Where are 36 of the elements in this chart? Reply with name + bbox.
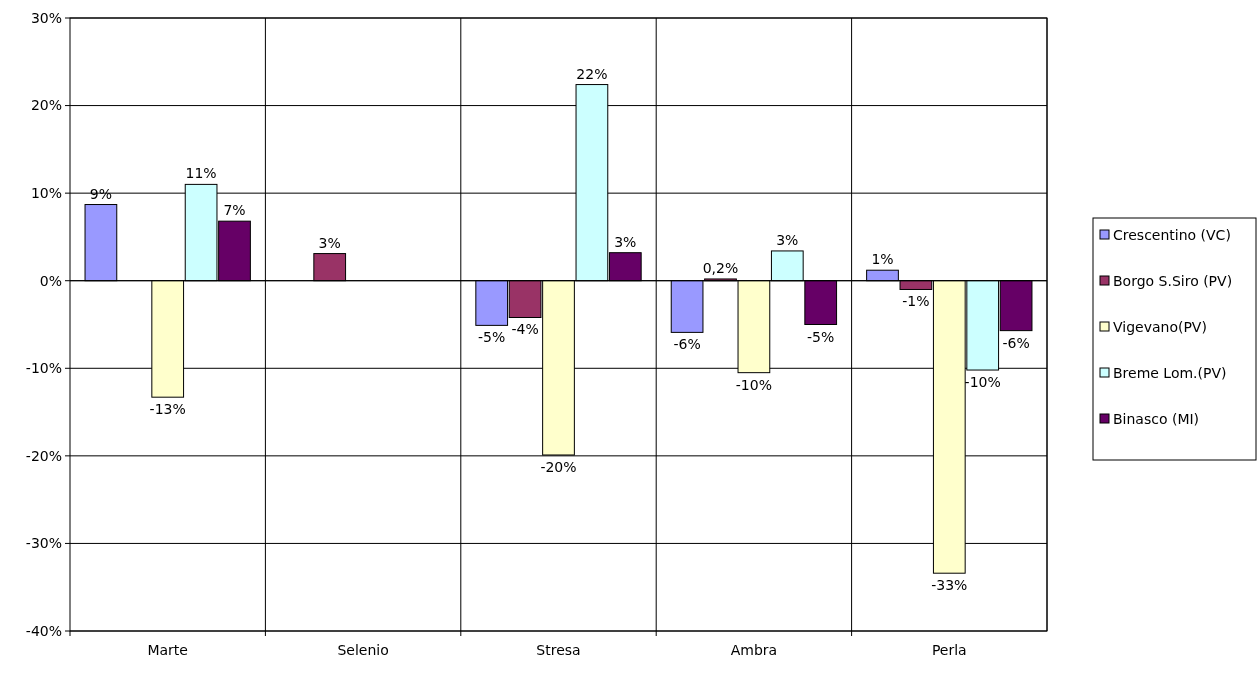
legend-label: Crescentino (VC): [1113, 226, 1231, 243]
legend-label: Binasco (MI): [1113, 410, 1200, 427]
data-label: 1%: [871, 251, 894, 268]
data-label: -6%: [673, 336, 701, 353]
y-tick-label: 20%: [30, 97, 62, 114]
y-tick-label: -20%: [25, 447, 62, 464]
y-tick-label: -30%: [25, 535, 62, 552]
y-tick-label: -40%: [25, 622, 62, 639]
data-label: 3%: [318, 234, 341, 251]
x-tick-label: Stresa: [536, 642, 581, 658]
data-label: 22%: [576, 65, 608, 82]
data-label: -5%: [478, 329, 506, 346]
data-label: 3%: [776, 231, 799, 248]
y-tick-label: -10%: [25, 360, 62, 377]
y-tick-label: 10%: [30, 185, 62, 202]
y-tick-label: 30%: [30, 9, 62, 26]
data-label: -20%: [540, 458, 577, 475]
x-tick-label: Perla: [931, 642, 967, 658]
data-label: -5%: [807, 328, 835, 345]
data-label: 3%: [614, 233, 637, 250]
data-label: -10%: [735, 376, 772, 393]
x-tick-label: Marte: [147, 642, 188, 658]
data-label: -6%: [1002, 334, 1030, 351]
y-tick-label: 0%: [39, 272, 62, 289]
x-tick-label: Ambra: [730, 642, 778, 658]
x-tick-label: Selenio: [337, 642, 389, 658]
data-label: 7%: [223, 202, 246, 219]
data-label: -1%: [902, 293, 930, 310]
data-label: 11%: [185, 165, 217, 182]
data-label: -33%: [931, 577, 968, 594]
data-label: 0,2%: [702, 259, 739, 276]
legend-label: Vigevano(PV): [1113, 318, 1207, 335]
legend-label: Breme Lom.(PV): [1113, 364, 1227, 381]
data-label: -4%: [511, 321, 539, 338]
data-label: -13%: [149, 401, 186, 418]
legend-label: Borgo S.Siro (PV): [1113, 272, 1233, 289]
